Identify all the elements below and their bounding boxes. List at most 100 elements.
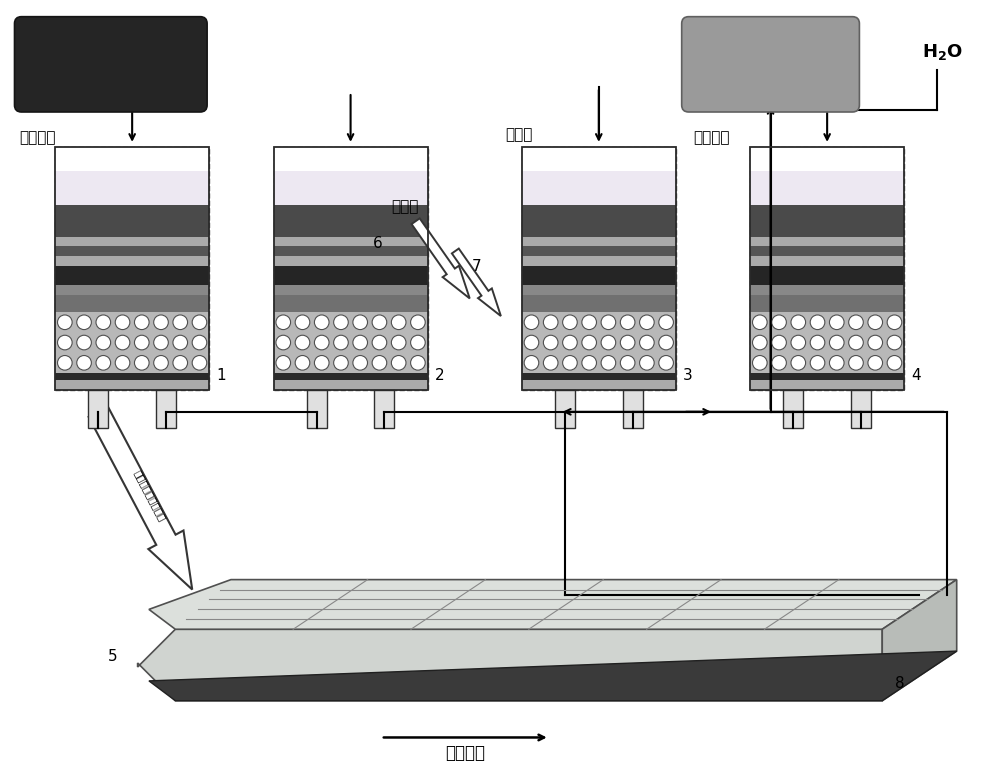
Bar (555, 390, 575, 428)
Circle shape (791, 336, 806, 350)
Text: 2: 2 (434, 368, 444, 383)
Bar (274, 146, 428, 390)
FancyBboxPatch shape (682, 17, 859, 112)
Circle shape (772, 315, 786, 329)
Bar (750, 246, 904, 257)
Text: 污染土壤: 污染土壤 (19, 130, 56, 145)
Circle shape (154, 336, 168, 350)
Circle shape (276, 336, 291, 350)
Bar (522, 312, 676, 373)
Bar (522, 146, 676, 171)
Circle shape (58, 315, 72, 329)
Bar (750, 146, 904, 171)
Bar (522, 373, 676, 381)
Circle shape (411, 336, 425, 350)
Bar (750, 146, 904, 390)
Circle shape (192, 315, 207, 329)
Bar (750, 205, 904, 236)
Bar (522, 285, 676, 295)
Bar (374, 390, 394, 428)
Circle shape (58, 356, 72, 370)
Bar (274, 246, 428, 257)
Circle shape (659, 336, 673, 350)
Bar (55, 257, 209, 266)
Circle shape (173, 356, 188, 370)
Circle shape (77, 315, 91, 329)
Circle shape (849, 356, 863, 370)
Bar (522, 205, 676, 236)
Polygon shape (452, 249, 501, 316)
Bar (55, 236, 209, 246)
Bar (750, 236, 904, 246)
Bar (522, 246, 676, 257)
Bar (750, 373, 904, 381)
Circle shape (887, 336, 902, 350)
Circle shape (192, 356, 207, 370)
Bar (750, 295, 904, 312)
Circle shape (314, 356, 329, 370)
Circle shape (115, 356, 130, 370)
Text: 污染土壤淤洗液流出: 污染土壤淤洗液流出 (133, 469, 168, 523)
Text: 淤洗液: 淤洗液 (505, 127, 532, 142)
Circle shape (640, 315, 654, 329)
Circle shape (563, 356, 577, 370)
Bar (522, 171, 676, 205)
Bar (88, 390, 108, 428)
Circle shape (829, 356, 844, 370)
Circle shape (601, 336, 616, 350)
Bar (274, 381, 428, 390)
Bar (274, 146, 428, 390)
Bar (750, 285, 904, 295)
Bar (522, 146, 676, 390)
Circle shape (391, 336, 406, 350)
Bar (55, 246, 209, 257)
Bar (55, 205, 209, 236)
Circle shape (601, 356, 616, 370)
Circle shape (77, 356, 91, 370)
Bar (274, 236, 428, 246)
Circle shape (601, 315, 616, 329)
Bar (851, 390, 871, 428)
Circle shape (810, 356, 825, 370)
Circle shape (154, 315, 168, 329)
Circle shape (620, 336, 635, 350)
Text: 流动方向: 流动方向 (445, 744, 485, 763)
Bar (55, 295, 209, 312)
Circle shape (134, 356, 149, 370)
Circle shape (753, 336, 767, 350)
Circle shape (887, 315, 902, 329)
Circle shape (334, 315, 348, 329)
Circle shape (372, 336, 387, 350)
Text: 3: 3 (683, 368, 692, 383)
Circle shape (868, 315, 883, 329)
Circle shape (353, 336, 368, 350)
Bar (55, 381, 209, 390)
Circle shape (192, 336, 207, 350)
Polygon shape (412, 219, 470, 298)
Circle shape (543, 336, 558, 350)
Bar (274, 285, 428, 295)
Polygon shape (149, 651, 957, 701)
Text: 5: 5 (108, 649, 117, 664)
Bar (750, 312, 904, 373)
Text: 4: 4 (911, 368, 921, 383)
Bar (274, 257, 428, 266)
Bar (55, 171, 209, 205)
Circle shape (173, 336, 188, 350)
Bar (55, 146, 209, 171)
Polygon shape (882, 580, 957, 701)
Bar (307, 390, 327, 428)
Text: 8: 8 (895, 676, 905, 691)
Polygon shape (149, 580, 957, 629)
Circle shape (753, 315, 767, 329)
Bar (522, 236, 676, 246)
Circle shape (353, 356, 368, 370)
Circle shape (77, 336, 91, 350)
Bar (522, 266, 676, 285)
Circle shape (772, 356, 786, 370)
Bar (55, 146, 209, 390)
Circle shape (372, 356, 387, 370)
Circle shape (295, 336, 310, 350)
Bar (274, 266, 428, 285)
Bar (522, 257, 676, 266)
